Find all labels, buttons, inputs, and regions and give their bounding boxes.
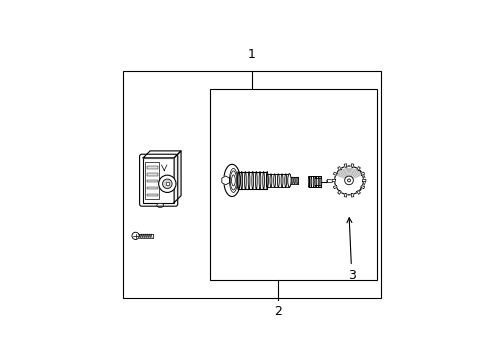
Polygon shape <box>337 167 341 170</box>
Text: 3: 3 <box>346 218 355 282</box>
Polygon shape <box>356 167 360 170</box>
Circle shape <box>158 175 176 193</box>
Text: 2: 2 <box>274 305 282 318</box>
Ellipse shape <box>224 164 240 197</box>
Bar <box>146 187 158 189</box>
Polygon shape <box>238 172 267 189</box>
Polygon shape <box>356 190 360 194</box>
Bar <box>123 71 380 298</box>
Polygon shape <box>174 151 181 203</box>
Polygon shape <box>331 179 335 181</box>
Polygon shape <box>337 190 341 194</box>
Circle shape <box>132 232 139 239</box>
Polygon shape <box>289 177 297 184</box>
Polygon shape <box>143 151 181 158</box>
Polygon shape <box>360 172 364 175</box>
Bar <box>145 162 159 199</box>
Polygon shape <box>333 185 337 189</box>
Polygon shape <box>344 164 346 167</box>
Bar <box>146 180 158 182</box>
Bar <box>165 183 168 185</box>
Polygon shape <box>362 179 365 181</box>
Bar <box>210 89 376 280</box>
Bar <box>146 194 158 196</box>
Polygon shape <box>314 179 321 185</box>
Ellipse shape <box>287 174 290 187</box>
Ellipse shape <box>157 203 163 207</box>
Circle shape <box>334 166 363 195</box>
Bar <box>143 158 174 203</box>
Polygon shape <box>344 193 346 197</box>
Polygon shape <box>308 176 321 187</box>
Circle shape <box>347 179 350 182</box>
Bar <box>146 173 158 176</box>
Polygon shape <box>267 174 289 187</box>
Circle shape <box>162 179 172 189</box>
Text: 1: 1 <box>247 48 255 61</box>
Polygon shape <box>360 185 364 189</box>
Polygon shape <box>350 164 353 167</box>
Polygon shape <box>350 193 353 197</box>
Polygon shape <box>222 176 229 185</box>
Circle shape <box>344 176 353 185</box>
Polygon shape <box>333 172 337 175</box>
Bar <box>146 166 158 169</box>
